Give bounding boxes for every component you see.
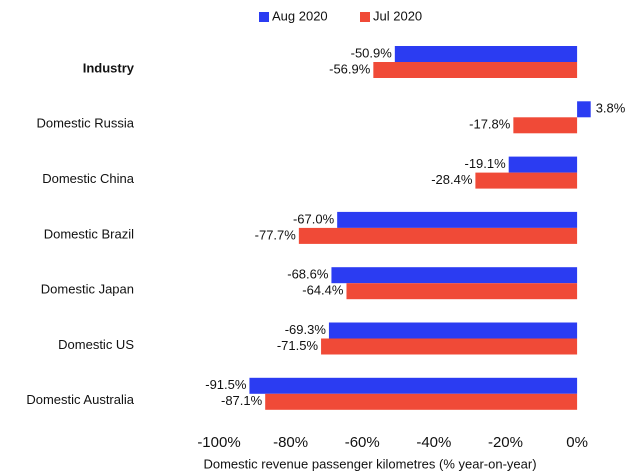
legend-swatch xyxy=(259,12,269,22)
value-label: 3.8% xyxy=(596,101,626,116)
category-label: Domestic Australia xyxy=(26,392,134,407)
category-label: Domestic Russia xyxy=(36,116,134,131)
bar xyxy=(298,227,578,244)
bar xyxy=(337,211,578,228)
bar xyxy=(346,283,578,300)
category-label: Domestic Brazil xyxy=(44,226,134,241)
bar xyxy=(475,172,578,189)
legend-label: Jul 2020 xyxy=(373,8,422,23)
bar xyxy=(508,156,578,173)
bar xyxy=(577,101,591,118)
value-label: -67.0% xyxy=(293,211,335,226)
bar xyxy=(394,46,578,62)
value-label: -28.4% xyxy=(431,172,473,187)
x-tick-label: -60% xyxy=(345,434,380,451)
legend-label: Aug 2020 xyxy=(272,8,328,23)
x-tick-label: 0% xyxy=(566,434,588,451)
x-axis-title: Domestic revenue passenger kilometres (%… xyxy=(203,456,536,471)
legend-swatch xyxy=(360,12,370,22)
x-tick-label: -80% xyxy=(273,434,308,451)
category-label: Domestic Japan xyxy=(41,282,134,297)
x-tick-label: -40% xyxy=(416,434,451,451)
bar xyxy=(249,377,578,394)
value-label: -56.9% xyxy=(329,61,371,76)
value-label: -71.5% xyxy=(277,338,319,353)
category-label: Domestic China xyxy=(42,171,135,186)
category-label: Industry xyxy=(83,60,135,75)
category-label: Domestic US xyxy=(58,337,134,352)
value-label: -91.5% xyxy=(205,377,247,392)
value-label: -19.1% xyxy=(464,156,506,171)
value-label: -69.3% xyxy=(285,322,327,337)
x-tick-label: -20% xyxy=(488,434,523,451)
bar xyxy=(328,322,578,339)
bar xyxy=(265,393,578,410)
value-label: -77.7% xyxy=(255,227,297,242)
value-label: -17.8% xyxy=(469,117,511,132)
value-label: -50.9% xyxy=(351,45,393,60)
bar xyxy=(513,117,578,134)
value-label: -68.6% xyxy=(287,267,329,282)
x-tick-label: -100% xyxy=(197,434,240,451)
bar xyxy=(321,338,578,355)
value-label: -87.1% xyxy=(221,393,263,408)
bar xyxy=(331,267,578,284)
bar xyxy=(373,62,578,78)
value-label: -64.4% xyxy=(302,283,344,298)
